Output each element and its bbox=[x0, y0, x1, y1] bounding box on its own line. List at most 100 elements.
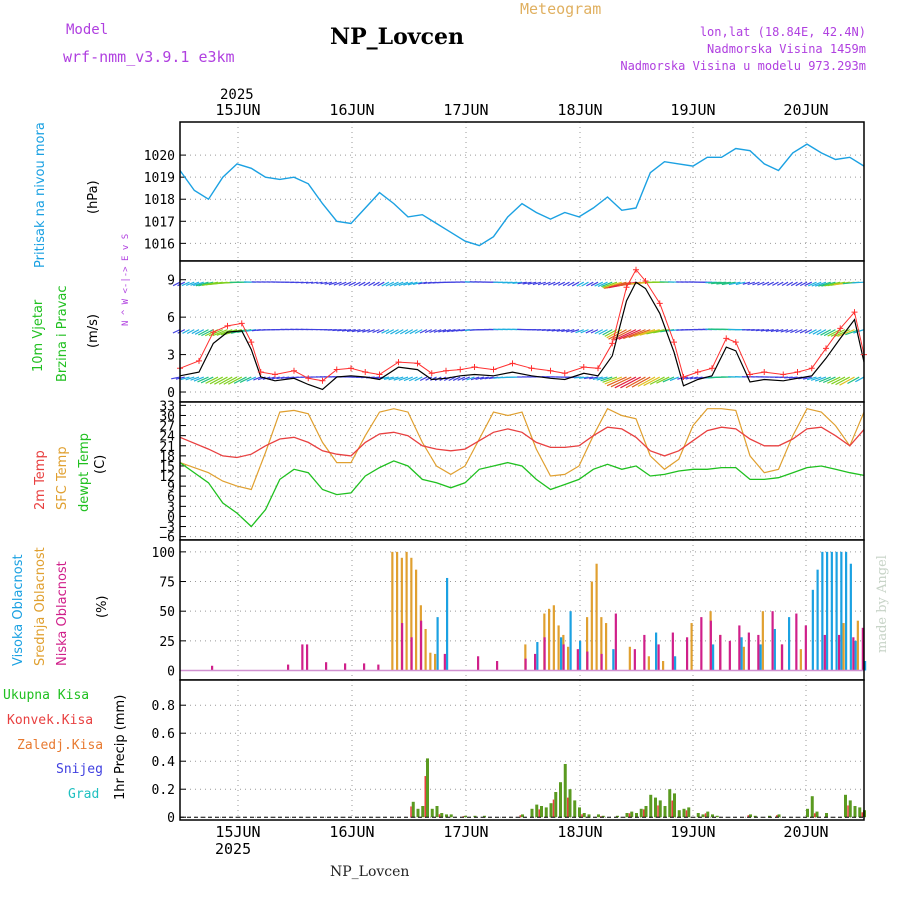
wind-arrow-2-73 bbox=[517, 281, 527, 285]
precip-bar-42 bbox=[687, 807, 691, 818]
cloud-low-bar-0 bbox=[211, 665, 214, 671]
cloud-mid-bar-22 bbox=[628, 646, 631, 671]
precip-bar-15 bbox=[540, 806, 543, 818]
wind-arrow-1-101 bbox=[639, 329, 660, 336]
wind-arrow-1-6 bbox=[198, 329, 209, 336]
precip-bar-45 bbox=[706, 811, 710, 818]
wind-arrow-2-32 bbox=[324, 281, 333, 285]
wind-arrow-1-55 bbox=[433, 329, 442, 333]
wind-arrow-1-127 bbox=[775, 329, 784, 333]
cloud-low-bar-26 bbox=[686, 637, 689, 671]
precip-bar-2 bbox=[421, 806, 425, 818]
wind-arrow-0-4 bbox=[190, 376, 200, 381]
cloud-low-label: Niska Oblacnost bbox=[55, 561, 70, 666]
wind-arrow-0-17 bbox=[253, 376, 261, 381]
cloud-mid-bar-12 bbox=[548, 608, 551, 671]
precip-ytick-label-4: 0.8 bbox=[152, 699, 175, 714]
wind-unit: (m/s) bbox=[86, 314, 101, 348]
wind-arrow-2-44 bbox=[381, 281, 390, 287]
meteogram-title: Meteogram bbox=[520, 0, 601, 18]
precip-bar-30 bbox=[630, 811, 634, 818]
precip-bar-18 bbox=[554, 792, 558, 818]
wind-arrow-1-58 bbox=[446, 329, 456, 333]
wind-arrow-2-30 bbox=[316, 281, 323, 285]
wind-arrow-0-85 bbox=[573, 376, 584, 379]
wind-arrow-2-50 bbox=[407, 281, 418, 286]
cloud-high-bar-4 bbox=[569, 611, 572, 671]
cloud-low-bar-23 bbox=[643, 634, 646, 671]
pressure-panel: 1016 1017 1018 1019 1020 bbox=[144, 121, 865, 262]
cloud-high-label: Visoka Oblacnost bbox=[11, 554, 26, 666]
wind-arrow-0-62 bbox=[466, 376, 475, 381]
wind-arrow-0-90 bbox=[596, 376, 608, 381]
cloud-ytick-label-3: 75 bbox=[159, 576, 175, 591]
pressure-line bbox=[179, 143, 865, 247]
wind-arrow-1-1 bbox=[177, 329, 186, 334]
year-top: 2025 bbox=[220, 87, 254, 103]
wind-arrow-2-40 bbox=[363, 281, 371, 287]
wind-arrow-0-133 bbox=[803, 376, 812, 380]
cloud-low-bar-39 bbox=[838, 634, 841, 671]
cloud-low-bar-17 bbox=[562, 644, 565, 671]
wind-arrow-0-93 bbox=[604, 376, 622, 385]
gust-marker-5 bbox=[248, 339, 255, 346]
day-labels-bottom: 15JUN 16JUN 17JUN 18JUN 19JUN 20JUN bbox=[215, 823, 828, 841]
wind-arrow-1-11 bbox=[216, 329, 233, 336]
wind-arrow-2-127 bbox=[776, 281, 784, 286]
gust-marker-43 bbox=[808, 365, 815, 372]
gust-marker-4 bbox=[238, 320, 245, 327]
wind-arrow-0-135 bbox=[810, 376, 822, 381]
precip-bar-52 bbox=[806, 808, 809, 818]
cloud-mid-bar-1 bbox=[396, 551, 399, 671]
conv-bar-24 bbox=[581, 814, 583, 818]
wind-arrow-2-4 bbox=[190, 281, 200, 286]
wind-arrow-0-104 bbox=[662, 376, 675, 383]
cloud-mid-bar-2 bbox=[400, 557, 403, 671]
cloud-low-bar-32 bbox=[747, 632, 750, 671]
wind-arrow-1-126 bbox=[770, 329, 779, 333]
gust-marker-12 bbox=[348, 365, 354, 372]
day-bottom-18JUN: 18JUN bbox=[557, 823, 602, 841]
cloud-ytick-label-0: 0 bbox=[167, 665, 175, 680]
wind-arrow-0-88 bbox=[589, 376, 599, 380]
wind-arrow-2-136 bbox=[814, 281, 827, 287]
cloud-high-bar-0 bbox=[436, 617, 439, 671]
wind-arrow-1-45 bbox=[385, 329, 395, 335]
cloud-mid-label: Srednja Oblacnost bbox=[33, 547, 48, 666]
wind-arrow-0-95 bbox=[610, 376, 632, 388]
wind-arrow-2-45 bbox=[385, 281, 395, 287]
wind-arrow-1-134 bbox=[808, 329, 817, 335]
wind-arrow-0-14 bbox=[233, 376, 247, 384]
wind-arrow-1-86 bbox=[580, 329, 589, 334]
pressure-ytick-label-3: 1019 bbox=[144, 171, 175, 186]
conv-bar-15 bbox=[538, 809, 540, 818]
conv-bar-60 bbox=[861, 812, 863, 818]
wind-arrow-0-142 bbox=[839, 376, 855, 386]
precip-bar-37 bbox=[663, 806, 667, 818]
cloud-high-bar-5 bbox=[579, 640, 582, 671]
wind-arrow-1-122 bbox=[751, 329, 760, 332]
cloud-high-bar-17 bbox=[826, 551, 829, 671]
gust-marker-37 bbox=[723, 335, 730, 342]
gust-marker-35 bbox=[694, 369, 701, 376]
gust-marker-8 bbox=[291, 367, 297, 374]
precip-bar-1 bbox=[416, 808, 420, 818]
footer-station: NP_Lovcen bbox=[330, 864, 409, 880]
wind-arrow-1-53 bbox=[424, 329, 432, 334]
precip-bar-35 bbox=[654, 797, 657, 818]
gust-marker-21 bbox=[490, 366, 497, 373]
day-bottom-19JUN: 19JUN bbox=[670, 823, 715, 841]
precip-bar-3 bbox=[426, 758, 429, 818]
wind-arrow-2-131 bbox=[795, 281, 803, 287]
wind-arrow-2-125 bbox=[767, 281, 775, 286]
wind-arrow-2-28 bbox=[305, 281, 314, 284]
cloud-high-bar-1 bbox=[446, 577, 449, 671]
conv-bar-21 bbox=[567, 797, 569, 818]
wind-arrow-1-81 bbox=[556, 329, 565, 332]
conv-bar-48 bbox=[747, 815, 749, 818]
wind-arrow-1-99 bbox=[628, 329, 651, 339]
precip-ytick-label-3: 0.6 bbox=[152, 727, 175, 742]
cloud-low-bar-35 bbox=[781, 644, 784, 671]
conv-bar-57 bbox=[847, 805, 849, 818]
gust-marker-24 bbox=[547, 367, 554, 374]
